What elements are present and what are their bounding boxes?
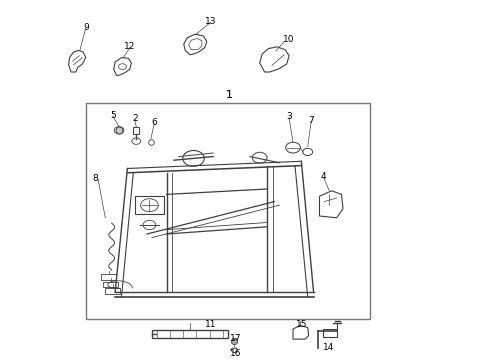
Text: 1: 1 <box>226 90 233 100</box>
Text: 2: 2 <box>132 114 138 123</box>
Bar <box>105 288 120 294</box>
Text: 8: 8 <box>93 174 98 183</box>
Bar <box>133 127 139 134</box>
Bar <box>101 274 116 280</box>
Text: 14: 14 <box>322 343 334 352</box>
Text: 15: 15 <box>295 320 307 329</box>
Bar <box>152 330 228 338</box>
Bar <box>103 282 118 287</box>
Text: 16: 16 <box>230 349 242 358</box>
Text: 9: 9 <box>83 22 89 31</box>
Text: 13: 13 <box>205 17 217 26</box>
Text: 12: 12 <box>124 42 136 51</box>
Text: 17: 17 <box>230 334 242 343</box>
Text: 6: 6 <box>151 118 157 127</box>
Text: 4: 4 <box>320 172 326 181</box>
Bar <box>323 329 337 337</box>
Text: 7: 7 <box>308 116 314 125</box>
Text: 10: 10 <box>283 35 295 44</box>
Text: 5: 5 <box>110 111 116 120</box>
Text: 1: 1 <box>226 90 233 100</box>
Bar <box>135 196 164 214</box>
Text: 11: 11 <box>205 320 217 329</box>
Bar <box>86 103 370 319</box>
Text: 3: 3 <box>286 112 292 121</box>
